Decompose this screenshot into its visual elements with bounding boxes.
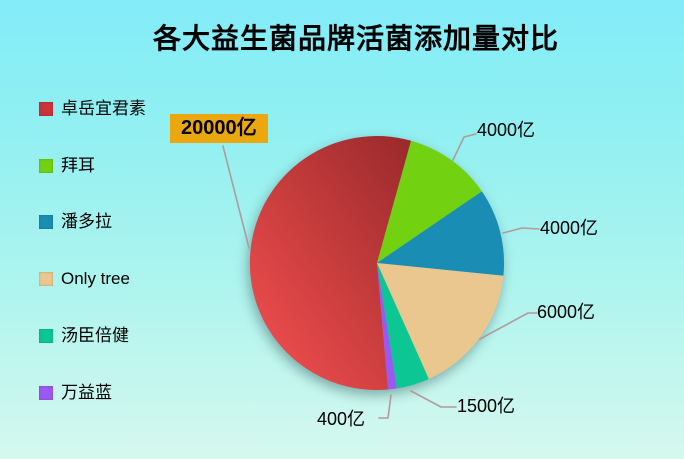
pie-slice-2 <box>377 191 505 276</box>
pie-slice-3 <box>377 263 504 379</box>
callout-label-400: 400亿 <box>317 409 366 429</box>
legend-item-0: 卓岳宜君素 <box>39 99 146 119</box>
leader-line-1500 <box>410 390 457 408</box>
legend-swatch-icon <box>39 158 53 173</box>
chart-title: 各大益生菌品牌活菌添加量对比 <box>153 23 560 54</box>
leader-line-6000 <box>479 312 538 340</box>
pie-slice-4 <box>377 263 429 389</box>
legend-label: 万益蓝 <box>61 382 112 402</box>
legend-swatch-icon <box>39 272 53 287</box>
legend-swatch-icon <box>39 215 53 230</box>
leader-line-4000-green <box>452 133 477 161</box>
leader-line-400 <box>378 394 392 419</box>
legend-item-2: 潘多拉 <box>39 212 112 232</box>
leader-lines <box>222 133 540 419</box>
pie-slice-0 <box>249 135 412 390</box>
callout-label-20000: 20000亿 <box>170 114 268 143</box>
legend-label: 汤臣倍健 <box>61 325 129 345</box>
legend-swatch-icon <box>39 102 53 116</box>
legend-swatch-icon <box>39 328 53 343</box>
legend-item-5: 万益蓝 <box>39 383 112 403</box>
legend-label: 卓岳宜君素 <box>61 99 146 118</box>
legend: 卓岳宜君素拜耳潘多拉 Only tree 汤臣倍健万益蓝 <box>0 0 230 459</box>
legend-item-1: 拜耳 <box>39 156 95 176</box>
callout-label-1500: 1500亿 <box>457 396 516 416</box>
legend-swatch-icon <box>39 385 53 400</box>
legend-label: 拜耳 <box>61 155 95 175</box>
pie-slice-5 <box>377 263 397 390</box>
leader-line-4000-blue <box>502 227 540 234</box>
pie-slice-1 <box>377 140 482 263</box>
legend-item-4: 汤臣倍健 <box>39 326 129 346</box>
leader-line-20000 <box>222 145 250 249</box>
callout-label-4000-green: 4000亿 <box>477 120 536 140</box>
legend-label: 潘多拉 <box>61 212 112 232</box>
legend-label: Only tree <box>61 269 130 289</box>
pie-slices <box>249 135 505 390</box>
callout-label-6000: 6000亿 <box>537 302 596 322</box>
legend-item-3: Only tree <box>39 269 130 289</box>
callout-label-4000-blue: 4000亿 <box>540 218 599 238</box>
